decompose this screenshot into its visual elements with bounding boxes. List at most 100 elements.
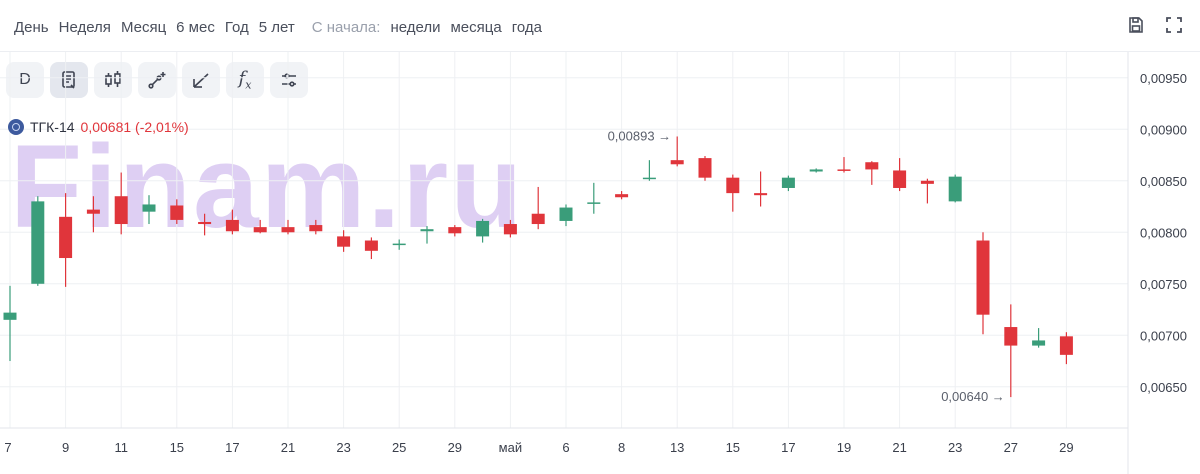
candle (281, 219, 295, 235)
period-day[interactable]: День (14, 18, 49, 36)
candle-body (754, 193, 768, 196)
candle (476, 218, 490, 243)
x-tick-label: 11 (114, 440, 128, 455)
indicators-button[interactable] (50, 62, 88, 98)
candle-body (559, 207, 573, 221)
x-tick-label: 21 (892, 440, 906, 455)
candle (948, 174, 962, 203)
candle-body (309, 225, 323, 232)
candle (615, 191, 629, 200)
candle-body (503, 224, 517, 235)
x-tick-label: 19 (837, 440, 851, 455)
candle (114, 172, 128, 235)
candle-body (837, 169, 851, 171)
fullscreen-icon[interactable] (1162, 13, 1186, 37)
since-month[interactable]: месяца (450, 18, 502, 36)
period-month[interactable]: Месяц (120, 18, 167, 36)
candle (337, 230, 351, 252)
candle (698, 156, 712, 181)
candle (781, 175, 795, 192)
ticker-legend: ТГК-14 0,00681 (-2,01%) (8, 119, 189, 135)
candle-body (893, 170, 907, 188)
candle-body (392, 243, 406, 246)
candle-body (587, 202, 601, 204)
timeframe-d-label: D (19, 71, 31, 88)
period-week[interactable]: Неделя (58, 18, 111, 36)
since-year[interactable]: года (511, 18, 542, 36)
x-tick-label: 15 (726, 440, 740, 455)
candle (559, 204, 573, 227)
candle-body (948, 176, 962, 202)
x-tick-label: 9 (62, 440, 69, 455)
extreme-price-label: 0,00640 → (941, 389, 1005, 404)
period-year[interactable]: Год (224, 18, 249, 36)
chart-type-button[interactable] (94, 62, 132, 98)
candle-body (476, 220, 490, 237)
period-5-years[interactable]: 5 лет (258, 18, 295, 36)
y-tick-label: 0,00750 (1140, 277, 1187, 292)
ticker-name: ТГК-14 (30, 119, 75, 135)
candle-body (1032, 340, 1046, 346)
candle-body (615, 194, 629, 198)
y-tick-label: 0,00850 (1140, 174, 1187, 189)
candle-body (59, 216, 73, 259)
candle-body (976, 240, 990, 315)
candle-body (198, 221, 212, 225)
candle-body (170, 205, 184, 220)
candle (1004, 304, 1018, 398)
candle (364, 237, 378, 260)
y-tick-label: 0,00800 (1140, 225, 1187, 240)
y-tick-label: 0,00650 (1140, 380, 1187, 395)
since-week[interactable]: недели (390, 18, 441, 36)
x-tick-label: 17 (225, 440, 239, 455)
candle-body (281, 227, 295, 233)
candle-body (1059, 336, 1073, 355)
ticker-logo-icon (8, 119, 24, 135)
timeframe-d-button[interactable]: D (6, 62, 44, 98)
period-6-months[interactable]: 6 мес (176, 18, 215, 36)
candle (253, 219, 267, 234)
candle-body (448, 227, 462, 234)
candle (670, 136, 684, 167)
indicators-icon (62, 71, 75, 89)
candle-body (781, 177, 795, 188)
x-tick-label: 21 (281, 440, 295, 455)
x-tick-label: 23 (948, 440, 962, 455)
candle-body (920, 180, 934, 184)
brush-tool-button[interactable] (182, 62, 220, 98)
candle (142, 195, 156, 225)
candle (531, 186, 545, 230)
since-label: С начала: (311, 18, 381, 36)
extreme-price-label: 0,00893 → (608, 128, 672, 143)
candle (865, 161, 879, 185)
candle-body (865, 162, 879, 170)
header-divider (0, 51, 1200, 52)
y-tick-label: 0,00950 (1140, 71, 1187, 86)
candle-body (670, 160, 684, 165)
candle (225, 209, 239, 235)
top-right-actions (1124, 13, 1186, 37)
candle (86, 196, 100, 233)
candle-body (642, 177, 656, 180)
x-tick-label: 29 (448, 440, 462, 455)
chart-toolbar: D fx (6, 62, 308, 98)
x-tick-label: 13 (670, 440, 684, 455)
candle (920, 178, 934, 204)
candle (31, 196, 45, 286)
candle (642, 160, 656, 181)
x-tick-label: май (499, 440, 522, 455)
ticker-price-change: 0,00681 (-2,01%) (80, 119, 189, 135)
candle-body (726, 177, 740, 194)
candle (754, 171, 768, 207)
x-tick-label: 8 (618, 440, 625, 455)
settings-button[interactable] (270, 62, 308, 98)
draw-tool-button[interactable] (138, 62, 176, 98)
candle (392, 239, 406, 250)
candle (59, 193, 73, 287)
save-icon[interactable] (1124, 13, 1148, 37)
candle-body (420, 229, 434, 232)
brush-icon (193, 73, 209, 88)
candle (809, 168, 823, 173)
candle (893, 158, 907, 192)
